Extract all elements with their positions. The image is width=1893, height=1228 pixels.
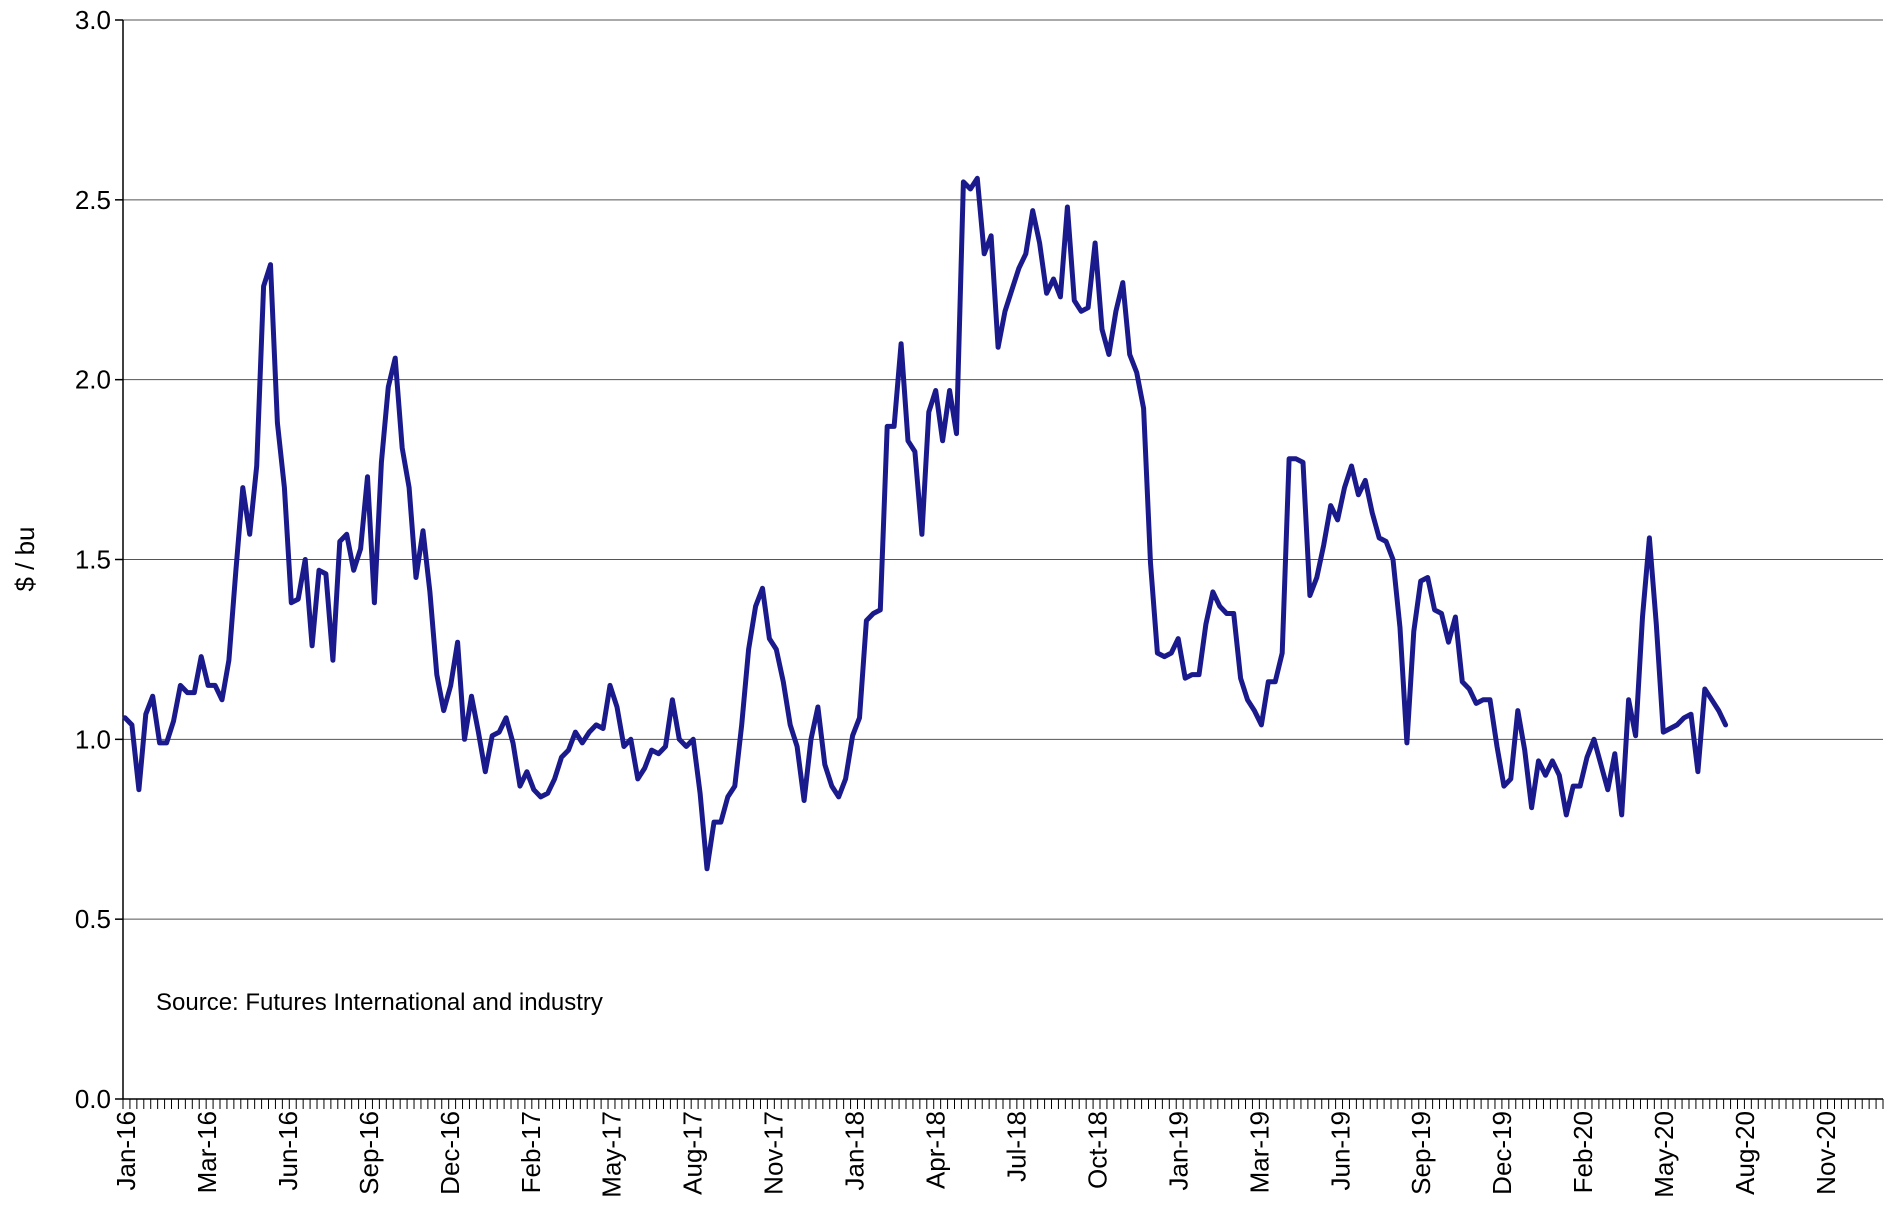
y-tick-label: 2.5 bbox=[75, 185, 111, 215]
series-line bbox=[122, 175, 1729, 872]
x-tick-label: Mar-16 bbox=[192, 1111, 222, 1193]
x-tick-label: Dec-16 bbox=[435, 1111, 465, 1195]
x-tick-label: Apr-18 bbox=[921, 1111, 951, 1189]
y-tick-label: 0.0 bbox=[75, 1084, 111, 1114]
x-tick-labels: Jan-16 Mar-16 Jun-16 Sep-16 Dec-16 Feb-17 May-… bbox=[111, 1111, 1841, 1198]
x-minor-ticks bbox=[122, 1099, 1884, 1109]
x-tick-label: May-17 bbox=[597, 1111, 627, 1198]
x-tick-label: Sep-19 bbox=[1406, 1111, 1436, 1195]
x-tick-label: May-20 bbox=[1649, 1111, 1679, 1198]
y-tick-labels: 0.0 0.5 1.0 1.5 2.0 2.5 3.0 bbox=[75, 5, 111, 1114]
x-tick-label: Mar-19 bbox=[1244, 1111, 1274, 1193]
x-tick-label: Jul-18 bbox=[1001, 1111, 1031, 1182]
x-tick-label: Oct-18 bbox=[1082, 1111, 1112, 1189]
x-tick-label: Jun-16 bbox=[273, 1111, 303, 1191]
x-tick-label: Jan-19 bbox=[1163, 1111, 1193, 1191]
gridlines bbox=[115, 19, 1883, 1100]
y-tick-label: 1.0 bbox=[75, 724, 111, 754]
y-tick-label: 0.5 bbox=[75, 904, 111, 934]
x-tick-label: Feb-17 bbox=[516, 1111, 546, 1193]
x-tick-label: Dec-19 bbox=[1487, 1111, 1517, 1195]
x-tick-label: Nov-17 bbox=[759, 1111, 789, 1195]
x-tick-label: Jan-18 bbox=[840, 1111, 870, 1191]
y-tick-label: 3.0 bbox=[75, 5, 111, 35]
y-axis-title: $ / bu bbox=[10, 526, 40, 591]
x-tick-label: Aug-20 bbox=[1730, 1111, 1760, 1195]
y-tick-label: 1.5 bbox=[75, 545, 111, 575]
x-tick-label: Nov-20 bbox=[1811, 1111, 1841, 1195]
x-tick-label: Sep-16 bbox=[354, 1111, 384, 1195]
x-tick-label: Jan-16 bbox=[111, 1111, 141, 1191]
x-tick-label: Feb-20 bbox=[1568, 1111, 1598, 1193]
y-tick-label: 2.0 bbox=[75, 365, 111, 395]
x-tick-label: Aug-17 bbox=[678, 1111, 708, 1195]
source-annotation: Source: Futures International and indust… bbox=[156, 989, 603, 1016]
x-tick-label: Jun-19 bbox=[1325, 1111, 1355, 1191]
